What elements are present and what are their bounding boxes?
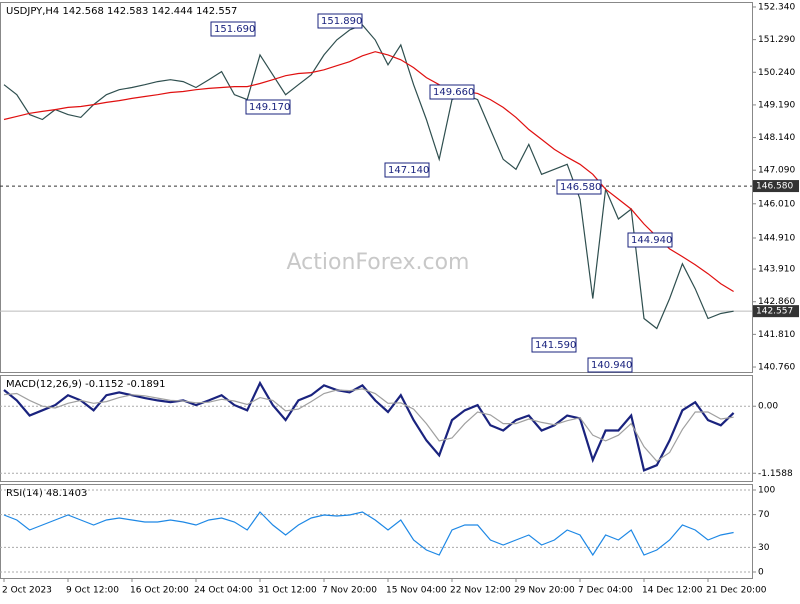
y-tick-label: 152.340	[758, 2, 795, 12]
annotation-label: 146.580	[560, 182, 601, 193]
y-tick-label: 150.240	[758, 68, 795, 78]
y-tick-label: 0	[758, 568, 764, 578]
y-tick-label: 147.090	[758, 166, 795, 176]
level-box	[753, 305, 799, 318]
rsi-panel	[0, 484, 753, 579]
annotation-label: 151.890	[321, 16, 362, 27]
x-tick-label: 9 Oct 12:00	[66, 586, 119, 596]
y-tick-label: 149.190	[758, 100, 795, 110]
annotation-label: 151.690	[214, 24, 255, 35]
x-tick-label: 2 Oct 2023	[2, 586, 52, 596]
panel-title: RSI(14) 48.1403	[6, 488, 87, 499]
x-tick-label: 31 Oct 12:00	[258, 586, 317, 596]
y-tick-label: 70	[758, 510, 770, 520]
panel-title: USDJPY,H4 142.568 142.583 142.444 142.55…	[6, 6, 237, 17]
x-tick-label: 7 Dec 04:00	[578, 586, 633, 596]
x-tick-label: 7 Nov 20:00	[322, 586, 377, 596]
y-tick-label: 100	[758, 485, 775, 495]
annotation-label: 149.170	[249, 102, 290, 113]
y-tick-label: 146.010	[758, 199, 795, 209]
y-tick-label: -1.1588	[758, 469, 793, 479]
annotation-box	[245, 99, 291, 115]
annotation-box	[556, 179, 602, 195]
series-line	[3, 388, 734, 462]
x-tick-label: 21 Dec 20:00	[706, 586, 767, 596]
level-label: 146.580	[756, 182, 793, 192]
series-line	[3, 24, 734, 330]
x-tick-label: 29 Nov 20:00	[514, 586, 575, 596]
y-tick-label: 141.810	[758, 330, 795, 340]
annotation-box	[587, 357, 633, 373]
annotation-label: 144.940	[631, 235, 672, 246]
y-tick-label: 0.00	[758, 402, 778, 412]
y-tick-label: 142.860	[758, 297, 795, 307]
x-tick-label: 22 Nov 12:00	[450, 586, 511, 596]
series-line	[3, 51, 734, 293]
y-tick-label: 144.910	[758, 233, 795, 243]
annotation-box	[384, 162, 430, 178]
series-line	[3, 380, 735, 472]
annotation-box	[210, 21, 256, 37]
series-line	[3, 511, 734, 557]
x-tick-label: 14 Dec 12:00	[642, 586, 703, 596]
x-tick-label: 24 Oct 04:00	[194, 586, 253, 596]
watermark: ActionForex.com	[287, 250, 470, 275]
annotation-box	[627, 232, 673, 248]
level-box	[753, 180, 799, 193]
annotation-label: 149.660	[433, 87, 474, 98]
level-label: 142.557	[756, 307, 793, 317]
x-tick-label: 15 Nov 04:00	[386, 586, 447, 596]
annotation-box	[429, 84, 475, 100]
y-tick-label: 143.910	[758, 265, 795, 275]
annotation-label: 141.590	[535, 340, 576, 351]
panel-title: MACD(12,26,9) -0.1152 -0.1891	[6, 379, 166, 390]
macd-panel	[0, 375, 753, 482]
annotation-box	[531, 337, 577, 353]
annotation-label: 140.940	[591, 360, 632, 371]
annotation-box	[317, 13, 363, 29]
annotation-label: 147.140	[388, 165, 429, 176]
y-tick-label: 151.290	[758, 35, 795, 45]
y-tick-label: 148.140	[758, 133, 795, 143]
x-tick-label: 16 Oct 20:00	[130, 586, 189, 596]
y-tick-label: 140.760	[758, 363, 795, 373]
price-panel	[0, 2, 753, 373]
y-tick-label: 30	[758, 543, 770, 553]
